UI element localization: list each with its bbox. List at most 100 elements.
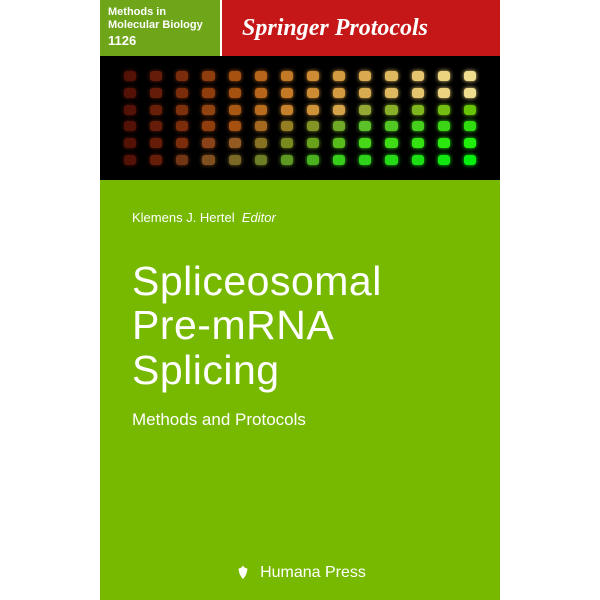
title-line-1: Spliceosomal [132,259,468,303]
gel-spot [307,155,319,165]
gel-spot [307,88,319,98]
gel-spot [255,71,267,81]
gel-spot [464,121,476,131]
gel-spot [359,155,371,165]
gel-spot [150,121,162,131]
gel-spot [150,71,162,81]
gel-row [124,121,476,131]
gel-spot [464,105,476,115]
gel-spot [359,121,371,131]
gel-spot [412,155,424,165]
gel-spot [464,138,476,148]
gel-spot [281,88,293,98]
book-subtitle: Methods and Protocols [132,410,468,430]
gel-spot [385,155,397,165]
gel-spot [359,71,371,81]
gel-spot [255,105,267,115]
gel-spot [229,155,241,165]
gel-spot [438,138,450,148]
series-volume: 1126 [108,33,212,49]
brand-text: Springer Protocols [242,15,428,42]
gel-spot [124,88,136,98]
gel-spot [438,121,450,131]
gel-row [124,71,476,81]
gel-spot [412,71,424,81]
book-title: Spliceosomal Pre-mRNA Splicing [132,259,468,392]
gel-spot [307,105,319,115]
gel-spot [124,105,136,115]
gel-spot [176,155,188,165]
gel-spot [281,155,293,165]
publisher-logo-icon [234,564,252,582]
gel-spot [281,71,293,81]
gel-spot [281,105,293,115]
gel-spot [307,138,319,148]
gel-spot [176,138,188,148]
gel-spot [176,71,188,81]
gel-spot [412,138,424,148]
gel-spot [202,138,214,148]
gel-spot [229,105,241,115]
gel-spot [307,121,319,131]
gel-row [124,88,476,98]
gel-row [124,138,476,148]
gel-spot [255,88,267,98]
gel-spot [255,121,267,131]
gel-spot [438,105,450,115]
gel-spot [150,138,162,148]
gel-spot [229,138,241,148]
gel-spot [385,71,397,81]
editor-name: Klemens J. Hertel [132,210,235,225]
editor-role: Editor [242,210,276,225]
gel-spot [150,88,162,98]
publisher-line: Humana Press [100,564,500,582]
gel-spot [255,155,267,165]
gel-spot [202,121,214,131]
gel-spot [359,88,371,98]
gel-spot [229,71,241,81]
gel-spot [307,71,319,81]
publisher-name: Humana Press [260,564,366,582]
gel-spot [202,71,214,81]
gel-spot [385,88,397,98]
gel-spot [281,121,293,131]
gel-spot [124,155,136,165]
gel-spot [412,88,424,98]
gel-spot [438,71,450,81]
gel-spot [124,71,136,81]
gel-spot [464,155,476,165]
gel-row [124,155,476,165]
gel-spot [464,71,476,81]
gel-spot [464,88,476,98]
gel-spot [333,71,345,81]
gel-row [124,105,476,115]
gel-spot [202,88,214,98]
gel-spot [438,155,450,165]
gel-spot [333,138,345,148]
gel-spot [412,105,424,115]
series-name: Methods in Molecular Biology [108,6,212,32]
gel-spot [438,88,450,98]
title-line-3: Splicing [132,348,468,392]
gel-spot [359,105,371,115]
gel-spot [176,105,188,115]
gel-spot [333,105,345,115]
gel-spot [150,155,162,165]
gel-image-strip [100,56,500,180]
book-cover: Methods in Molecular Biology 1126 Spring… [100,0,500,600]
title-line-2: Pre-mRNA [132,303,468,347]
editor-line: Klemens J. Hertel Editor [132,210,468,225]
main-panel: Klemens J. Hertel Editor Spliceosomal Pr… [100,180,500,600]
gel-spot [333,155,345,165]
gel-spot [385,105,397,115]
gel-spot [202,105,214,115]
gel-spot [229,88,241,98]
gel-spot [124,121,136,131]
gel-spot [229,121,241,131]
gel-spot [385,138,397,148]
gel-spot [202,155,214,165]
gel-spot [176,121,188,131]
gel-spot [385,121,397,131]
gel-spot [333,121,345,131]
gel-spot [176,88,188,98]
